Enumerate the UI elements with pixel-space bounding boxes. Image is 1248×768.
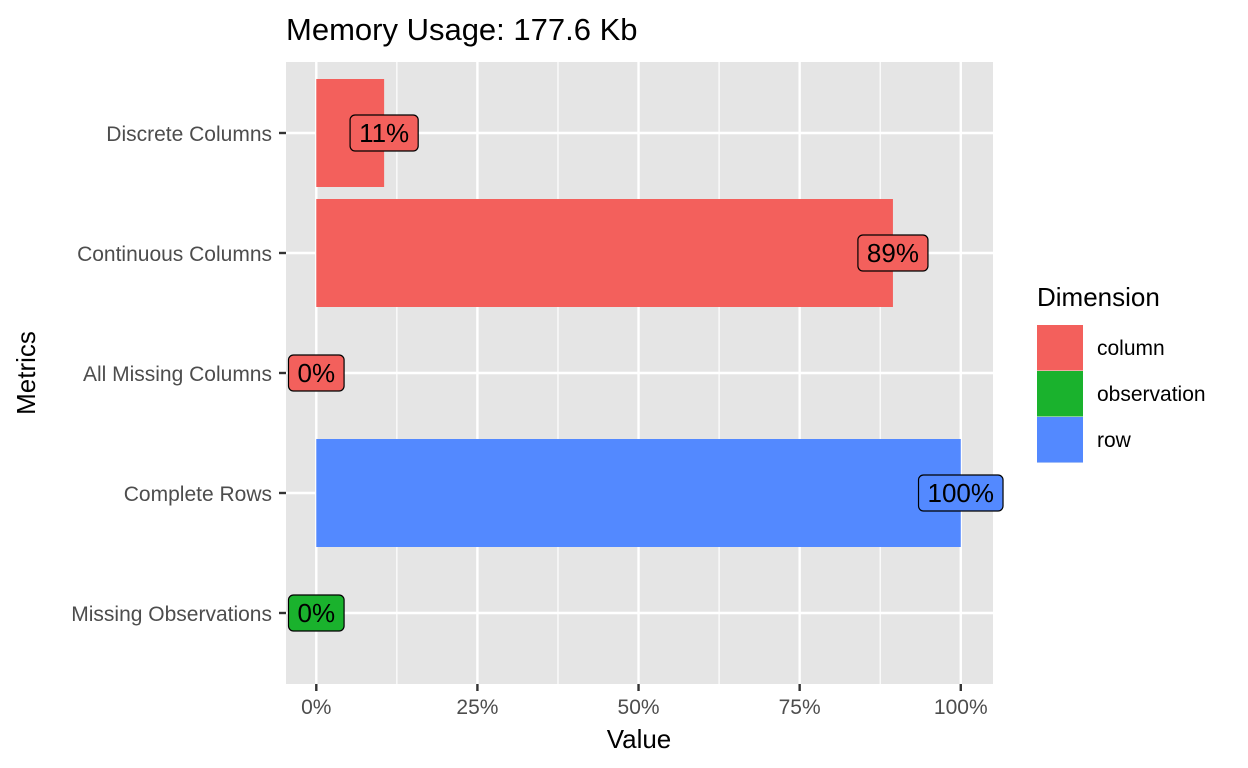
bar-complete-rows bbox=[316, 439, 961, 547]
data-label: 0% bbox=[298, 358, 336, 388]
bar-continuous-columns bbox=[316, 199, 893, 307]
y-tick-label: Discrete Columns bbox=[106, 123, 272, 146]
bars bbox=[316, 79, 961, 547]
data-label-group: 0% bbox=[287, 594, 345, 632]
data-label-group: 0% bbox=[287, 354, 345, 392]
y-tick-label: Continuous Columns bbox=[77, 243, 272, 266]
data-label-group: 11% bbox=[349, 114, 419, 152]
data-label: 89% bbox=[867, 238, 919, 268]
legend-key bbox=[1037, 417, 1083, 463]
y-tick-label: Missing Observations bbox=[71, 603, 272, 626]
x-tick-label: 50% bbox=[618, 696, 660, 719]
data-label-box bbox=[349, 114, 419, 152]
legend-key bbox=[1037, 371, 1083, 417]
x-tick-label: 0% bbox=[301, 696, 331, 719]
x-tick-label: 75% bbox=[779, 696, 821, 719]
x-axis: 0% 25% 50% 75% 100% bbox=[301, 684, 988, 719]
legend-label: row bbox=[1097, 429, 1132, 452]
data-label-box bbox=[287, 594, 345, 632]
data-label: 11% bbox=[359, 118, 409, 148]
x-tick-label: 100% bbox=[934, 696, 988, 719]
legend: Dimension column observation row bbox=[1037, 282, 1206, 463]
data-labels: 11% 89% 0% 100% 0% bbox=[287, 114, 1004, 632]
data-label: 100% bbox=[928, 478, 995, 508]
legend-label: column bbox=[1097, 337, 1165, 360]
x-axis-title: Value bbox=[607, 724, 672, 754]
data-label-box bbox=[857, 234, 929, 272]
data-label-box bbox=[917, 474, 1004, 512]
y-axis-title: Metrics bbox=[11, 331, 41, 415]
legend-key bbox=[1037, 325, 1083, 371]
data-label: 0% bbox=[298, 598, 336, 628]
x-tick-label: 25% bbox=[456, 696, 498, 719]
y-tick-label: Complete Rows bbox=[124, 483, 272, 506]
data-label-group: 89% bbox=[857, 234, 929, 272]
data-label-box bbox=[287, 354, 345, 392]
chart-title: Memory Usage: 177.6 Kb bbox=[286, 12, 638, 47]
y-tick-label: All Missing Columns bbox=[83, 363, 272, 386]
legend-label: observation bbox=[1097, 383, 1206, 406]
data-label-group: 100% bbox=[917, 474, 1004, 512]
y-axis: Discrete Columns Continuous Columns All Mi… bbox=[71, 123, 286, 626]
legend-title: Dimension bbox=[1037, 282, 1160, 312]
